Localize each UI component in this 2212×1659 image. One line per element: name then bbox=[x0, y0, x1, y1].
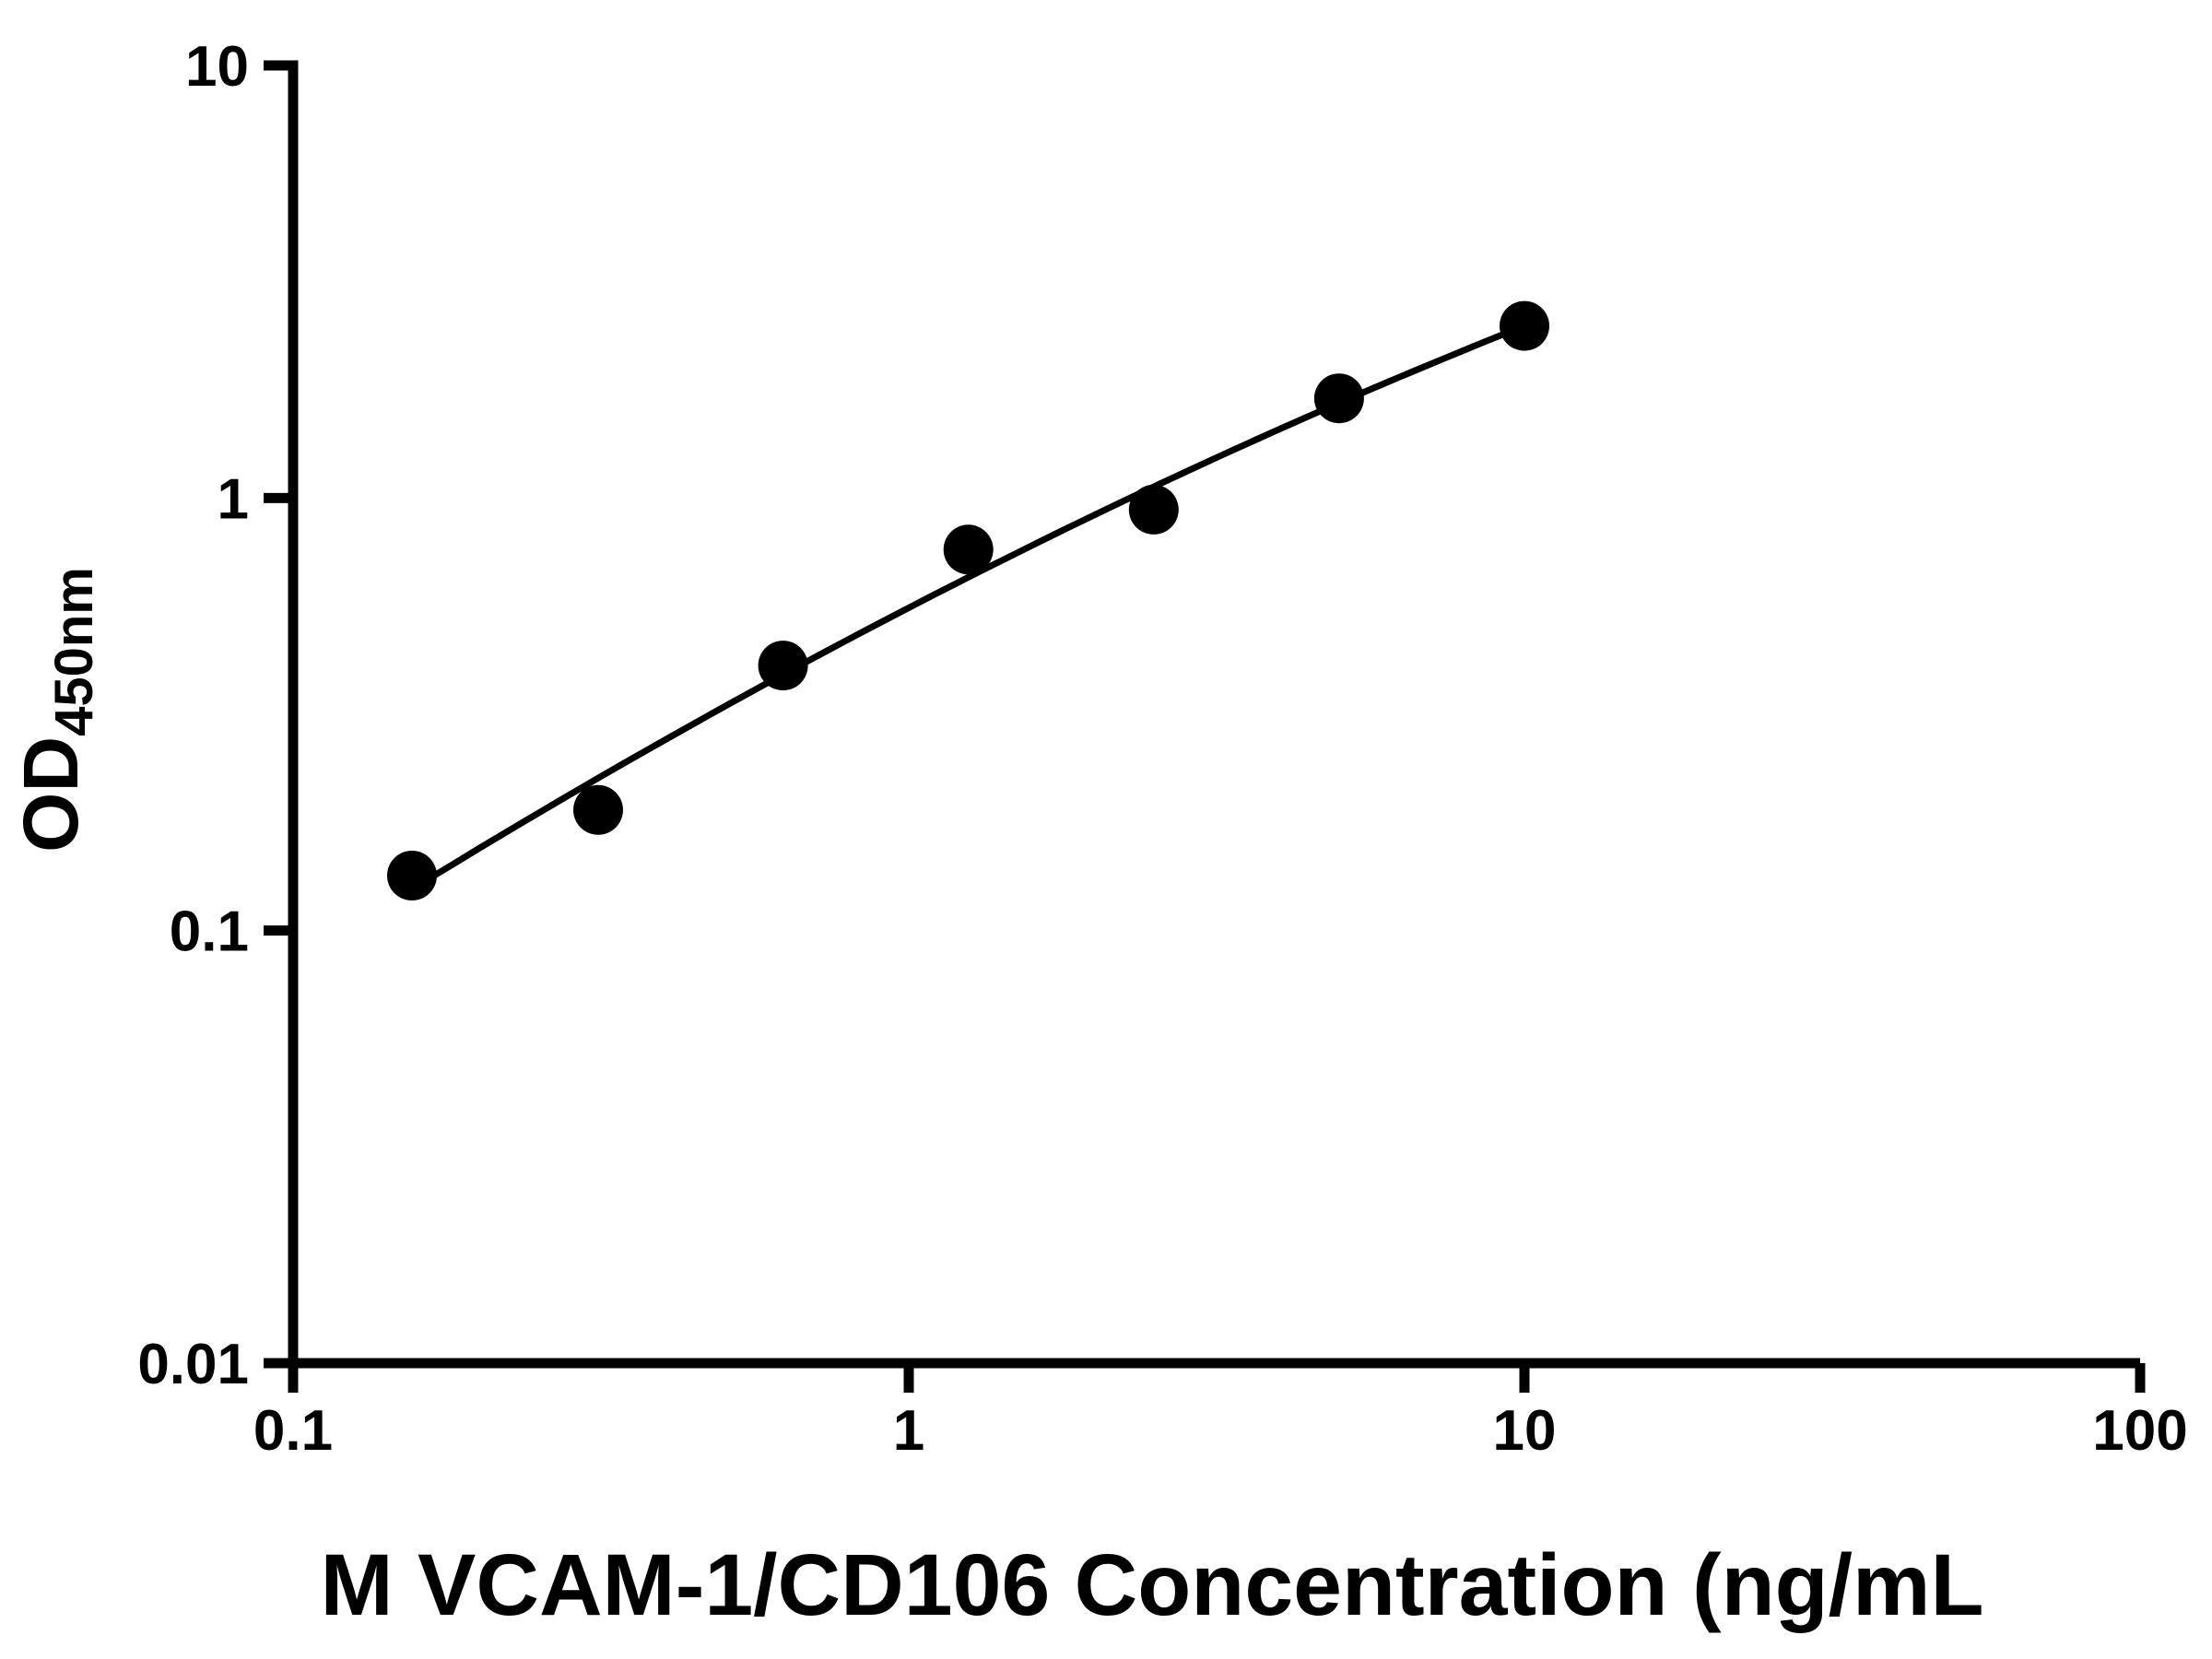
y-axis-title: OD450nm bbox=[7, 567, 104, 853]
data-point-marker bbox=[573, 784, 623, 835]
data-points bbox=[387, 300, 1549, 900]
data-point-marker bbox=[1500, 300, 1549, 351]
axes bbox=[288, 60, 2140, 1369]
x-tick-label: 0.1 bbox=[253, 1399, 333, 1463]
tick-marks bbox=[264, 60, 2146, 1393]
y-axis-title-sub: 450nm bbox=[44, 567, 104, 736]
y-tick-label: 10 bbox=[185, 35, 249, 99]
data-point-marker bbox=[943, 524, 994, 575]
data-point-marker bbox=[387, 851, 437, 900]
y-tick-label: 0.1 bbox=[170, 900, 249, 964]
x-tick-label: 1 bbox=[893, 1399, 924, 1463]
data-point-marker bbox=[1128, 484, 1179, 535]
data-point-marker bbox=[1313, 373, 1364, 424]
x-tick-label: 10 bbox=[1493, 1399, 1557, 1463]
y-tick-label: 0.01 bbox=[137, 1333, 249, 1396]
data-point-marker bbox=[758, 641, 808, 691]
x-tick-label: 100 bbox=[2092, 1399, 2187, 1463]
y-axis-title-main: OD bbox=[7, 736, 94, 853]
x-axis-title: M VCAM-1/CD106 Concentration (ng/mL bbox=[320, 1536, 1983, 1634]
y-tick-label: 1 bbox=[218, 467, 249, 531]
